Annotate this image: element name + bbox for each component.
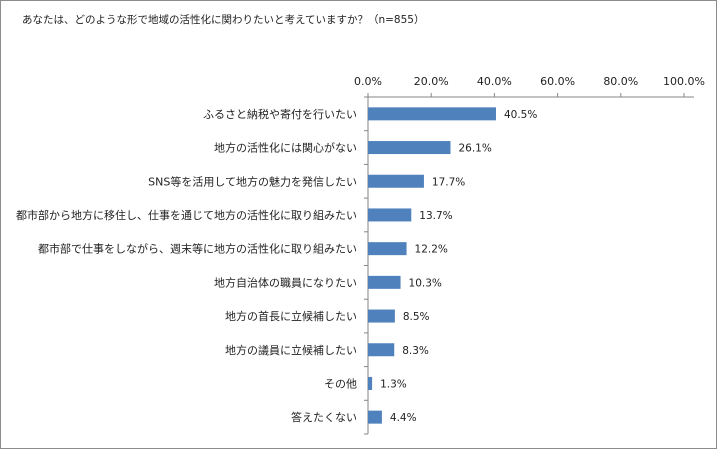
category-label: SNS等を活用して地方の魅力を発信したい xyxy=(148,174,357,188)
value-axis-tick-label: 60.0% xyxy=(540,75,575,88)
value-axis-tick-label: 0.0% xyxy=(354,75,382,88)
bar xyxy=(368,275,401,289)
bar xyxy=(368,309,395,323)
data-label: 1.3% xyxy=(380,378,407,390)
data-label: 26.1% xyxy=(458,143,491,155)
chart-title: あなたは、どのような形で地域の活性化に関わりたいと考えていますか？（n=855） xyxy=(22,14,425,26)
category-label: その他 xyxy=(324,377,357,390)
category-label: 都市部から地方に移住し、仕事を通じて地方の活性化に取り組みたい xyxy=(16,208,357,222)
bar xyxy=(368,410,382,424)
category-label: 地方の議員に立候補したい xyxy=(225,343,357,357)
bar xyxy=(368,208,412,222)
category-label: 都市部で仕事をしながら、週末等に地方の活性化に取り組みたい xyxy=(38,242,357,256)
bar xyxy=(368,141,451,155)
bar xyxy=(368,242,407,256)
value-axis-tick-label: 20.0% xyxy=(414,75,449,88)
data-label: 10.3% xyxy=(409,277,442,289)
category-label: 地方の首長に立候補したい xyxy=(225,309,357,323)
bar xyxy=(368,376,373,390)
data-label: 8.5% xyxy=(403,311,430,323)
category-label: 答えたくない xyxy=(291,410,357,424)
category-label: 地方の活性化には関心がない xyxy=(214,141,357,155)
category-label: 地方自治体の職員になりたい xyxy=(214,275,357,289)
data-label: 17.7% xyxy=(432,176,465,188)
value-axis-tick-label: 100.0% xyxy=(663,75,705,88)
value-axis-tick-label: 40.0% xyxy=(477,75,512,88)
value-axis-tick-label: 80.0% xyxy=(603,75,638,88)
bar xyxy=(368,343,395,357)
data-label: 12.2% xyxy=(415,244,448,256)
data-label: 4.4% xyxy=(390,412,417,424)
data-label: 13.7% xyxy=(419,210,452,222)
data-label: 40.5% xyxy=(504,109,537,121)
bar xyxy=(368,107,496,121)
category-label: ふるさと納税や寄付を行いたい xyxy=(203,107,357,121)
data-label: 8.3% xyxy=(402,345,429,357)
bar xyxy=(368,174,424,188)
